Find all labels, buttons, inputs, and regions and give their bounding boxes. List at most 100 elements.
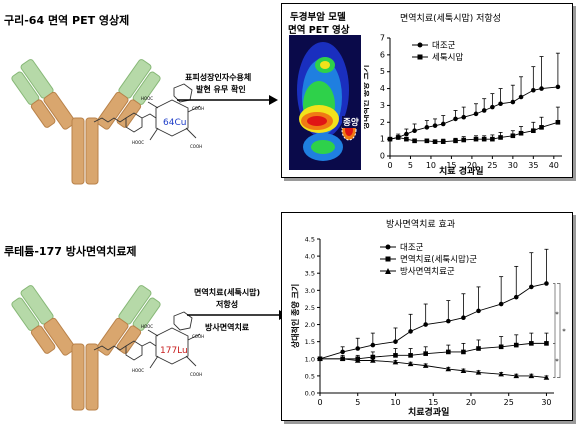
chart2-legend-item-rit: 방사면역치료군 xyxy=(380,265,477,277)
chart1-series-0-point xyxy=(481,108,487,113)
chart2: 0 5 10 15 20 25 30 0.0 0.5 1.0 1.5 2.0 2.5 3.0 3.5 4.0 4… xyxy=(290,236,566,406)
chart2-y-tick-label: 0.0 xyxy=(305,390,315,398)
chelate-label-top: 64Cu xyxy=(163,118,187,128)
svg-text:COOH: COOH xyxy=(192,106,204,111)
chart1-x-tick-label: 25 xyxy=(487,161,497,170)
chart1-series-1-point xyxy=(395,135,401,140)
chart2-series-0-point xyxy=(370,342,376,348)
pet-image xyxy=(289,35,361,170)
chart2-legend-label-control: 대조군 xyxy=(400,243,424,253)
chart1-series-0-point xyxy=(490,104,495,110)
chart2-series-2-point xyxy=(317,355,323,361)
svg-text:HOOC: HOOC xyxy=(132,140,144,145)
top-title: 구리-64 면역 PET 영상제 xyxy=(4,14,130,27)
chart2-series-1-point xyxy=(529,341,534,346)
chart2-series-1-point xyxy=(446,349,451,355)
chart2-series-2-point xyxy=(407,361,414,367)
chart1-series-1-point xyxy=(490,136,495,142)
chart1-x-tick-label: 15 xyxy=(446,161,456,170)
chart2-series-2-point xyxy=(543,374,550,380)
bottom-result-panel: 방사면역치료 효과 0 5 10 15 20 25 30 0.0 0.5 1.0 1.5 2.0 2.5… xyxy=(281,212,573,421)
chart1-y-tick-label: 0 xyxy=(380,152,385,161)
chart1-series-1-point xyxy=(481,136,487,142)
chart1-series-1-point xyxy=(531,128,536,134)
tumor-label: 종양 xyxy=(342,116,360,128)
chart1-x-tick-label: 35 xyxy=(528,161,538,170)
chelator-structure-bottom: HOOC COOH HOOC COOH xyxy=(93,311,204,377)
chart2-series-2-point xyxy=(475,369,482,375)
chart2-series-0-point xyxy=(529,284,534,290)
chart2-series-2-point xyxy=(422,362,429,368)
chart2-x-tick-label: 15 xyxy=(428,398,438,405)
chart1-legend-item-cetuximab: 세툭시맙 xyxy=(412,51,463,63)
chart2-y-tick-label: 4.0 xyxy=(305,253,315,261)
chart2-series-0-point xyxy=(461,315,466,321)
chart1-series-1-point xyxy=(453,138,458,144)
chart2-series-2-point xyxy=(392,359,399,365)
chart1-series-0-point xyxy=(404,131,409,137)
chart2-legend-item-cetuximab: 면역치료(세툭시맙)군 xyxy=(380,253,477,265)
chart1-x-tick-label: 40 xyxy=(549,161,559,170)
chart2-x-tick-label: 0 xyxy=(317,398,322,405)
svg-text:COOH: COOH xyxy=(192,334,204,339)
chart2-x-tick-label: 20 xyxy=(466,398,476,405)
chart2-series-2-point xyxy=(528,373,535,379)
bottom-title: 루테튬-177 방사면역치료제 xyxy=(4,245,137,258)
svg-text:COOH: COOH xyxy=(190,144,202,149)
antibody-bottom xyxy=(11,285,161,411)
chart2-series-0-point xyxy=(513,294,519,300)
chart1-series-0-point xyxy=(518,94,524,100)
bottom-arrow-label-2: 저항성 xyxy=(216,300,239,309)
antibody-top xyxy=(11,59,161,185)
svg-text:HOOC: HOOC xyxy=(132,368,144,373)
pet-title-2: 면역 PET 영상 xyxy=(288,25,350,36)
chart1-y-tick-label: 1 xyxy=(380,135,385,144)
chart2-series-2-point xyxy=(339,355,346,361)
chart2-bracket-outer xyxy=(557,283,561,378)
chart1-series-0-point xyxy=(412,128,417,134)
chelator-structure-top: HOOC COOH HOOC COOH xyxy=(93,83,204,149)
chart2-series-0-point xyxy=(423,322,428,327)
chart2-legend-label-cetuximab: 면역치료(세툭시맙)군 xyxy=(400,255,478,265)
chart2-x-tick-label: 5 xyxy=(355,398,360,405)
chart1-series-0-point xyxy=(531,87,536,93)
chart2-significance-marker: * xyxy=(555,357,559,365)
chart2-series-1-point xyxy=(544,341,549,346)
top-arrow-label-1: 표피성장인자수용체 xyxy=(185,73,252,82)
chart1-y-tick-label: 3 xyxy=(380,101,385,110)
chart1-legend-item-control: 대조군 xyxy=(412,39,463,51)
chart1-series-0-point xyxy=(473,111,479,117)
chart1-series-0-point xyxy=(498,101,503,107)
chart2-series-2-point xyxy=(370,357,376,363)
svg-text:COOH: COOH xyxy=(190,372,202,377)
chart1-series-1-point xyxy=(539,125,544,130)
chart2-bracket-lower xyxy=(553,343,556,378)
chart1-y-tick-label: 6 xyxy=(380,50,385,59)
chart2-series-2-point xyxy=(498,371,504,377)
chart1-legend-label-cetuximab: 세툭시맙 xyxy=(432,53,464,63)
chart1-xlabel: 치료 경과일 xyxy=(439,167,484,177)
chart1-series-1-point xyxy=(555,119,561,125)
chelate-label-bottom: 177Lu xyxy=(160,346,188,356)
chart1-series-0-point xyxy=(539,86,544,91)
chart1-series-1-point xyxy=(412,138,417,144)
chart2-series-0-point xyxy=(476,308,481,314)
chart1-x-tick-label: 5 xyxy=(408,161,413,170)
chart1-x-tick-label: 10 xyxy=(426,161,436,170)
chart2-series-2-point xyxy=(513,373,520,379)
chart2-series-2-point xyxy=(460,367,467,373)
chart2-series-1-point xyxy=(476,346,481,351)
chart2-y-tick-label: 2.0 xyxy=(305,321,315,329)
chart2-series-0-point xyxy=(340,349,345,355)
chart1-title: 면역치료(세툭시맙) 저항성 xyxy=(400,14,501,24)
chart2-y-tick-label: 1.5 xyxy=(305,338,315,346)
chart1-series-1-point xyxy=(432,139,438,144)
chart1-y-tick-label: 2 xyxy=(380,118,385,127)
chart1-series-0-point xyxy=(555,84,561,90)
chart2-y-tick-label: 2.5 xyxy=(305,304,315,312)
chart1-series-1-point xyxy=(440,139,446,144)
chart1-x-tick-label: 30 xyxy=(508,161,518,170)
chart2-x-tick-label: 30 xyxy=(541,398,551,405)
chart2-title: 방사면역치료 효과 xyxy=(386,220,456,230)
chart2-series-0-line xyxy=(319,283,547,360)
